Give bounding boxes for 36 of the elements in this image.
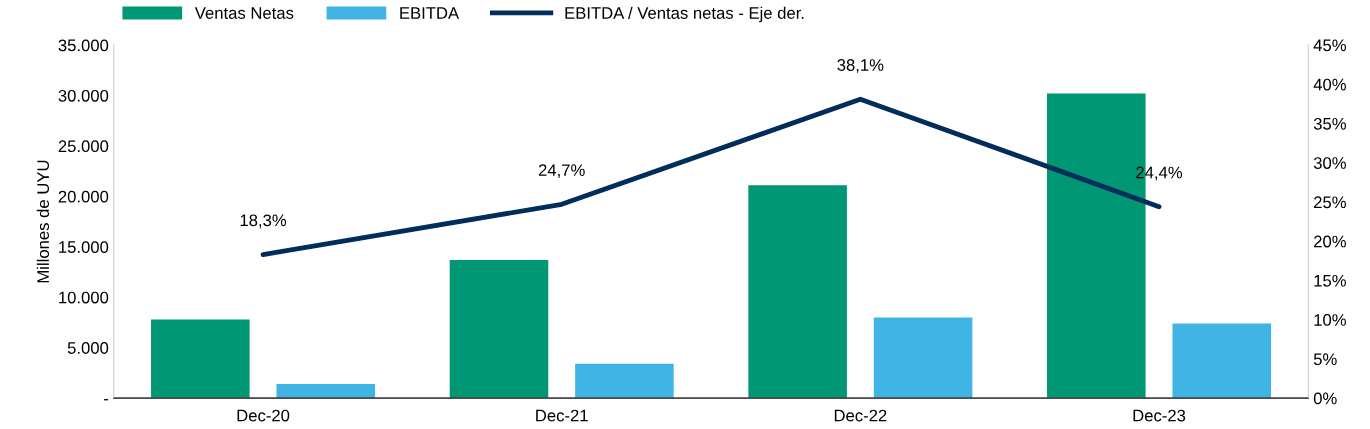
bar bbox=[873, 317, 973, 399]
y-tick-label: - bbox=[104, 399, 109, 401]
bar bbox=[276, 383, 376, 399]
x-tick-label: Dec-23 bbox=[1133, 409, 1186, 422]
y2-tick-label: 20% bbox=[1314, 235, 1346, 248]
bar bbox=[1172, 323, 1272, 399]
y-tick-label: 20.000 bbox=[58, 190, 109, 203]
y-tick-label: 30.000 bbox=[58, 89, 109, 102]
y-tick-label: 10.000 bbox=[59, 291, 109, 304]
y2-tick-label: 25% bbox=[1314, 196, 1346, 209]
data-label: 18,3% bbox=[240, 214, 287, 229]
y-axis-title: Millones de UYU bbox=[36, 160, 50, 283]
data-label: 38,1% bbox=[837, 59, 884, 73]
x-tick-label: Dec-22 bbox=[834, 409, 887, 422]
legend-label: EBITDA bbox=[400, 7, 460, 19]
legend-label: EBITDA / Ventas netas - Eje der. bbox=[565, 6, 804, 23]
y2-tick-label: 15% bbox=[1314, 274, 1346, 287]
bar bbox=[449, 259, 549, 399]
y-tick-label: 25.000 bbox=[58, 140, 109, 153]
data-label: 24,7% bbox=[538, 164, 585, 178]
y2-tick-label: 40% bbox=[1313, 78, 1346, 91]
y-tick-label: 35.000 bbox=[58, 39, 109, 52]
y2-tick-label: 35% bbox=[1313, 117, 1346, 130]
y-tick-label: 15.000 bbox=[59, 241, 109, 253]
y2-tick-label: 10% bbox=[1314, 314, 1346, 326]
bar bbox=[151, 319, 250, 399]
y2-tick-label: 45% bbox=[1313, 39, 1346, 52]
legend-label: Ventas Netas bbox=[194, 7, 294, 19]
bar bbox=[748, 185, 847, 399]
y2-tick-label: 30% bbox=[1313, 157, 1346, 169]
x-tick-label: Dec-20 bbox=[237, 409, 290, 422]
y2-tick-label: 0% bbox=[1313, 392, 1337, 405]
y-tick-label: 5.000 bbox=[67, 342, 109, 354]
bar bbox=[575, 363, 674, 399]
x-tick-label: Dec-21 bbox=[536, 409, 588, 422]
y2-tick-label: 5% bbox=[1313, 353, 1337, 366]
